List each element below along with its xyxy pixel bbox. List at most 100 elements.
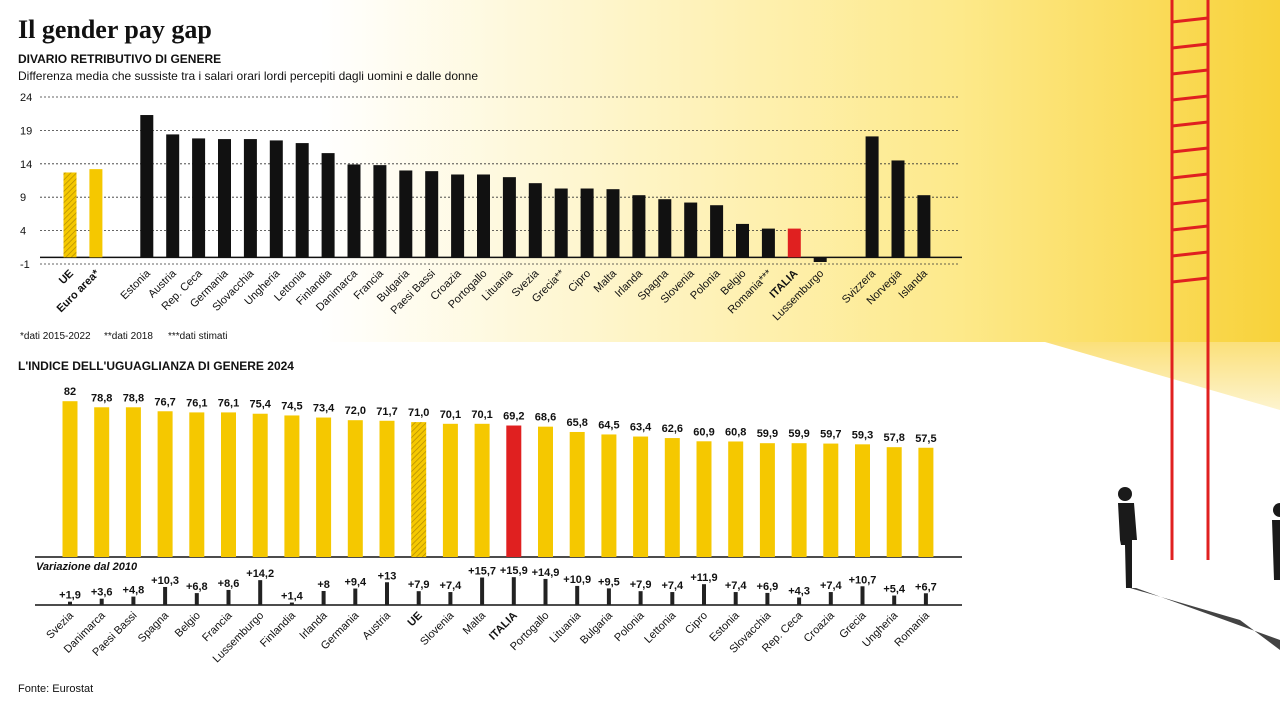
bar	[252, 413, 268, 557]
change-bar	[353, 588, 358, 605]
bar	[218, 139, 231, 258]
y-tick-label: 19	[20, 125, 32, 137]
bar	[823, 443, 839, 557]
change-label: +1,9	[59, 590, 81, 602]
bar	[379, 420, 395, 557]
bar	[140, 115, 154, 258]
bar	[601, 434, 617, 557]
value-label: 78,8	[123, 392, 144, 404]
y-tick-label: 9	[20, 192, 26, 204]
change-label: +3,6	[91, 587, 113, 599]
chart-subtitle: Differenza media che sussiste tra i sala…	[18, 69, 478, 83]
change-bar	[892, 595, 897, 605]
bar	[474, 423, 490, 557]
value-label: 70,1	[440, 409, 461, 421]
change-bar	[289, 602, 294, 605]
value-label: 60,8	[725, 426, 746, 438]
value-label: 73,4	[313, 403, 335, 415]
value-label: 57,8	[883, 432, 904, 444]
bar	[347, 420, 363, 557]
change-label: +7,9	[630, 579, 652, 591]
change-bar	[923, 593, 928, 605]
silhouette	[1118, 487, 1280, 588]
footnote: **dati 2018	[104, 331, 153, 342]
y-tick-label: 14	[20, 159, 32, 171]
change-bar	[638, 591, 643, 605]
wall	[1045, 342, 1280, 410]
change-bar	[733, 592, 738, 605]
x-tick-label: UE	[406, 610, 425, 629]
value-label: 69,2	[503, 411, 524, 423]
x-tick-label: Romania	[892, 609, 932, 649]
page-title: Il gender pay gap	[18, 15, 212, 44]
change-label: +7,4	[440, 580, 463, 592]
bar	[442, 423, 458, 557]
bar	[569, 431, 585, 557]
change-bar	[385, 582, 389, 605]
change-bar	[702, 584, 706, 605]
y-tick-label: 4	[20, 226, 26, 238]
value-label: 71,7	[376, 406, 397, 418]
bar	[787, 228, 801, 258]
change-bar	[511, 577, 516, 605]
value-label: 78,8	[91, 392, 112, 404]
bar	[759, 443, 775, 557]
change-bar	[575, 585, 580, 605]
value-label: 76,7	[154, 396, 175, 408]
x-tick-label: Lettonia	[642, 609, 679, 646]
change-bar	[448, 592, 453, 605]
x-tick-label: Malta	[461, 609, 489, 637]
x-tick-label: Polonia	[612, 609, 647, 644]
change-label: +13	[378, 570, 397, 582]
change-bar	[163, 586, 168, 605]
bar	[166, 134, 180, 258]
value-label: 72,0	[345, 405, 366, 417]
bar	[865, 136, 879, 258]
bar	[316, 417, 332, 557]
change-label: +10,7	[849, 574, 877, 586]
change-label: +7,4	[725, 580, 748, 592]
bar	[269, 140, 283, 258]
bar	[891, 160, 905, 258]
change-label: +15,7	[468, 566, 496, 578]
value-label: 59,9	[788, 428, 809, 440]
bar	[684, 202, 698, 258]
change-bar	[68, 601, 72, 605]
change-bar	[321, 591, 326, 605]
bar	[63, 172, 77, 258]
bar	[886, 447, 902, 557]
ladder	[1170, 0, 1210, 560]
change-label: +9,4	[344, 577, 367, 589]
bar	[321, 153, 335, 258]
change-label: +6,8	[186, 581, 208, 593]
change-label: +9,5	[598, 576, 620, 588]
bar	[710, 205, 724, 258]
value-label: 63,4	[630, 422, 652, 434]
value-label: 71,0	[408, 407, 429, 419]
bar	[855, 444, 870, 557]
change-bar	[670, 592, 675, 605]
y-tick-label: -1	[20, 259, 30, 271]
change-bar	[797, 597, 802, 605]
bar	[399, 170, 413, 258]
bar	[62, 401, 78, 557]
change-label: +11,9	[690, 572, 717, 584]
value-label: 75,4	[249, 399, 271, 411]
change-label: +7,4	[661, 580, 684, 592]
change-bar	[480, 577, 485, 605]
x-tick-label: Belgio	[173, 610, 203, 640]
bar	[528, 183, 542, 258]
change-label: +1,4	[281, 591, 304, 603]
value-label: 64,5	[598, 419, 619, 431]
bar	[502, 177, 516, 258]
value-label: 65,8	[566, 417, 587, 429]
value-label: 59,9	[757, 428, 778, 440]
bar	[664, 438, 680, 557]
x-tick-label: Austria	[360, 609, 393, 642]
bar	[632, 195, 646, 258]
value-label: 74,5	[281, 400, 302, 412]
bar	[94, 407, 110, 557]
shadow	[1130, 588, 1280, 650]
bar	[633, 436, 649, 557]
change-bar	[416, 591, 421, 605]
